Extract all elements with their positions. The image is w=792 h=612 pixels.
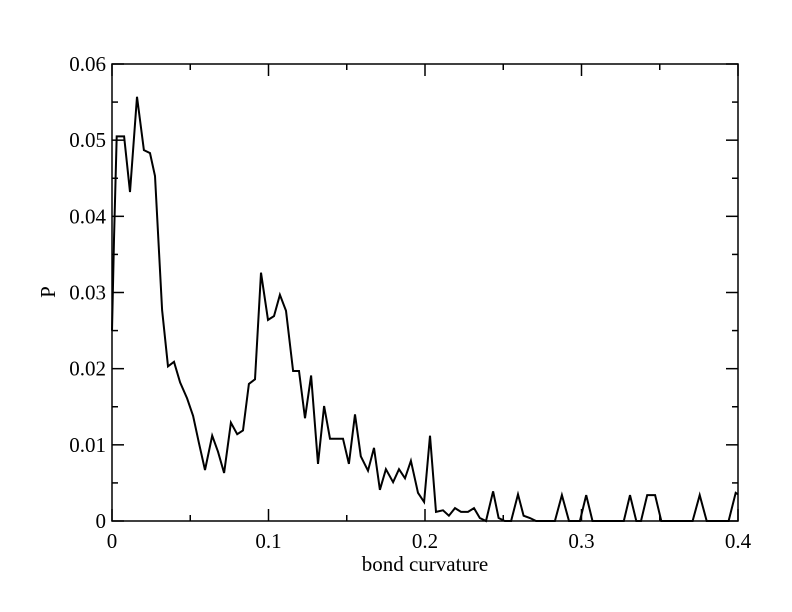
y-tick-label: 0.04	[69, 204, 106, 228]
y-tick-label: 0.06	[69, 52, 106, 76]
y-tick-label: 0.02	[69, 357, 106, 381]
x-tick-label: 0.3	[568, 529, 594, 553]
x-axis-label: bond curvature	[362, 552, 489, 576]
y-tick-label: 0	[96, 509, 107, 533]
x-tick-label: 0.1	[255, 529, 281, 553]
y-tick-label: 0.05	[69, 128, 106, 152]
y-axis-label: P	[36, 286, 60, 298]
x-tick-label: 0.4	[725, 529, 752, 553]
y-tick-label: 0.03	[69, 281, 106, 305]
data-line	[111, 96, 739, 523]
x-tick-label: 0	[107, 529, 118, 553]
plot-frame	[111, 63, 739, 522]
y-tick-label: 0.01	[69, 433, 106, 457]
x-tick-label: 0.2	[412, 529, 438, 553]
